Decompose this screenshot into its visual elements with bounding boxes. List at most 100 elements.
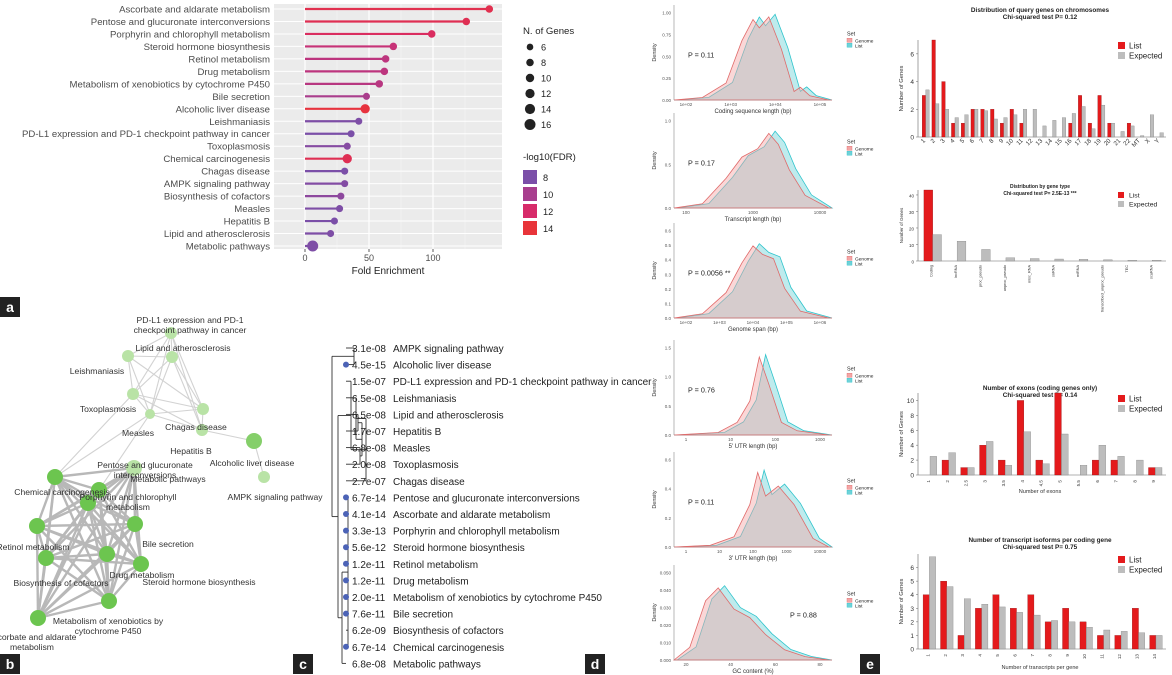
y-tick-label: 10 [907, 398, 915, 405]
lollipop-point [347, 130, 355, 138]
y-tick-label: 0 [910, 647, 914, 654]
network-node [166, 351, 178, 363]
bar-expected [964, 114, 969, 138]
bar-list [1114, 635, 1122, 650]
bar-list [1097, 635, 1104, 650]
p-value: P = 0.11 [688, 50, 714, 59]
leaf-name: Ascorbate and aldarate metabolism [393, 510, 550, 521]
lollipop-point [375, 80, 383, 88]
y-tick-label: 0.000 [660, 658, 672, 663]
y-tick-label: 0.6 [665, 229, 672, 234]
network-edge [36, 522, 136, 528]
x-tick-label: 100 [772, 437, 780, 442]
bar-list [960, 467, 968, 476]
legend-label-expected: Expected [1129, 566, 1162, 575]
bar-list [998, 459, 1006, 476]
leaf-name: Biosynthesis of cofactors [393, 626, 504, 637]
legend-swatch-genome [846, 256, 853, 261]
legend-label-genome: Genome [855, 38, 874, 44]
bar-expected [1138, 632, 1145, 650]
network-node [127, 516, 143, 532]
leaf-name: Chagas disease [393, 477, 465, 488]
pathway-label: Drug metabolism [197, 67, 270, 78]
x-tick-label: 14 [1152, 654, 1157, 660]
y-tick-label: 6 [910, 565, 914, 572]
p-value: P = 0.0056 ** [688, 268, 731, 277]
bar-expected [1051, 620, 1058, 650]
size-legend-dot [524, 118, 536, 131]
network-node-label-line: Metabolism of xenobiotics by [53, 616, 164, 626]
legend-swatch-list [1118, 192, 1124, 198]
network-edge [45, 556, 142, 566]
panel-label: d [591, 656, 600, 672]
network-node [165, 327, 177, 339]
lollipop-point [355, 117, 363, 125]
bar-list [1035, 459, 1043, 476]
bar-expected [1023, 109, 1027, 138]
x-tick-label: 0 [302, 253, 307, 263]
panel-label-box [585, 654, 605, 674]
panel-label-box [0, 654, 20, 674]
bar-expected [1071, 113, 1076, 138]
network-node-label-line: metabolism [106, 502, 150, 512]
network-node-label: Chemical carcinogenesis [14, 487, 110, 497]
bar-expected [1117, 456, 1125, 476]
x-tick-label: 1e+02 [680, 320, 693, 325]
x-tick-label: 1e+06 [814, 320, 827, 325]
significant-node [343, 643, 349, 650]
bar-list [1079, 621, 1087, 650]
y-tick-label: 10 [909, 243, 915, 248]
bar-list [1148, 467, 1156, 476]
leaf-name: Chemical carcinogenesis [393, 643, 504, 654]
network-edge [36, 501, 89, 528]
leaf-fdr: 2.7e-07 [352, 477, 386, 488]
bar-expected [1023, 431, 1031, 476]
network-node-label-line: Pentose and glucuronate [97, 460, 193, 470]
y-tick-label: 4 [910, 592, 914, 599]
bar-expected [981, 604, 989, 650]
x-tick-label: 100 [749, 549, 757, 554]
bar-list [1097, 95, 1102, 138]
network-node [196, 424, 208, 436]
network-node [29, 518, 45, 534]
y-tick-label: 0.0 [665, 316, 672, 321]
legend-title: Set [847, 31, 856, 37]
bar-expected [1101, 104, 1106, 138]
x-tick-label: 13 [1034, 137, 1044, 147]
y-tick-label: 1.00 [662, 11, 671, 16]
bar-expected [1152, 260, 1162, 262]
p-value: P = 0.88 [790, 610, 817, 619]
x-tick-label: 19 [1093, 137, 1103, 147]
x-tick-label: Coding [930, 265, 934, 277]
p-value: P = 0.11 [688, 497, 714, 506]
pathway-label: AMPK signaling pathway [164, 179, 270, 190]
legend-label-list: List [855, 151, 863, 157]
network-node-label: Lipid and atherosclerosis [135, 343, 230, 353]
panel-label-box [860, 654, 880, 674]
pathway-label: Leishmaniasis [209, 117, 270, 128]
bar-list [941, 459, 949, 476]
x-tick-label: misc_RNA [1027, 265, 1031, 283]
color-legend-label: 10 [543, 190, 553, 200]
leaf-fdr: 6.7e-14 [352, 643, 386, 654]
network-edge [170, 332, 204, 410]
bar-expected [925, 89, 930, 138]
network-node-label-line: checkpoint pathway in cancer [134, 325, 247, 335]
x-tick-label: 1000 [781, 549, 792, 554]
lollipop-point [381, 55, 390, 63]
bar-expected [998, 606, 1006, 650]
bar-expected [948, 452, 956, 476]
bar-expected [1061, 433, 1069, 476]
bar-expected [993, 118, 998, 138]
bar-expected [967, 467, 975, 476]
leaf-fdr: 5.6e-12 [352, 543, 386, 554]
bar-list [1062, 608, 1069, 650]
network-edge [86, 502, 109, 555]
network-edge [132, 332, 172, 395]
network-edge [53, 476, 111, 602]
y-tick-label: 0.050 [660, 571, 672, 576]
legend-label-list: List [855, 490, 863, 496]
x-tick-label: 9 [1065, 654, 1070, 657]
x-tick-label: 2 [943, 654, 948, 657]
x-tick-label: 50 [364, 253, 374, 263]
